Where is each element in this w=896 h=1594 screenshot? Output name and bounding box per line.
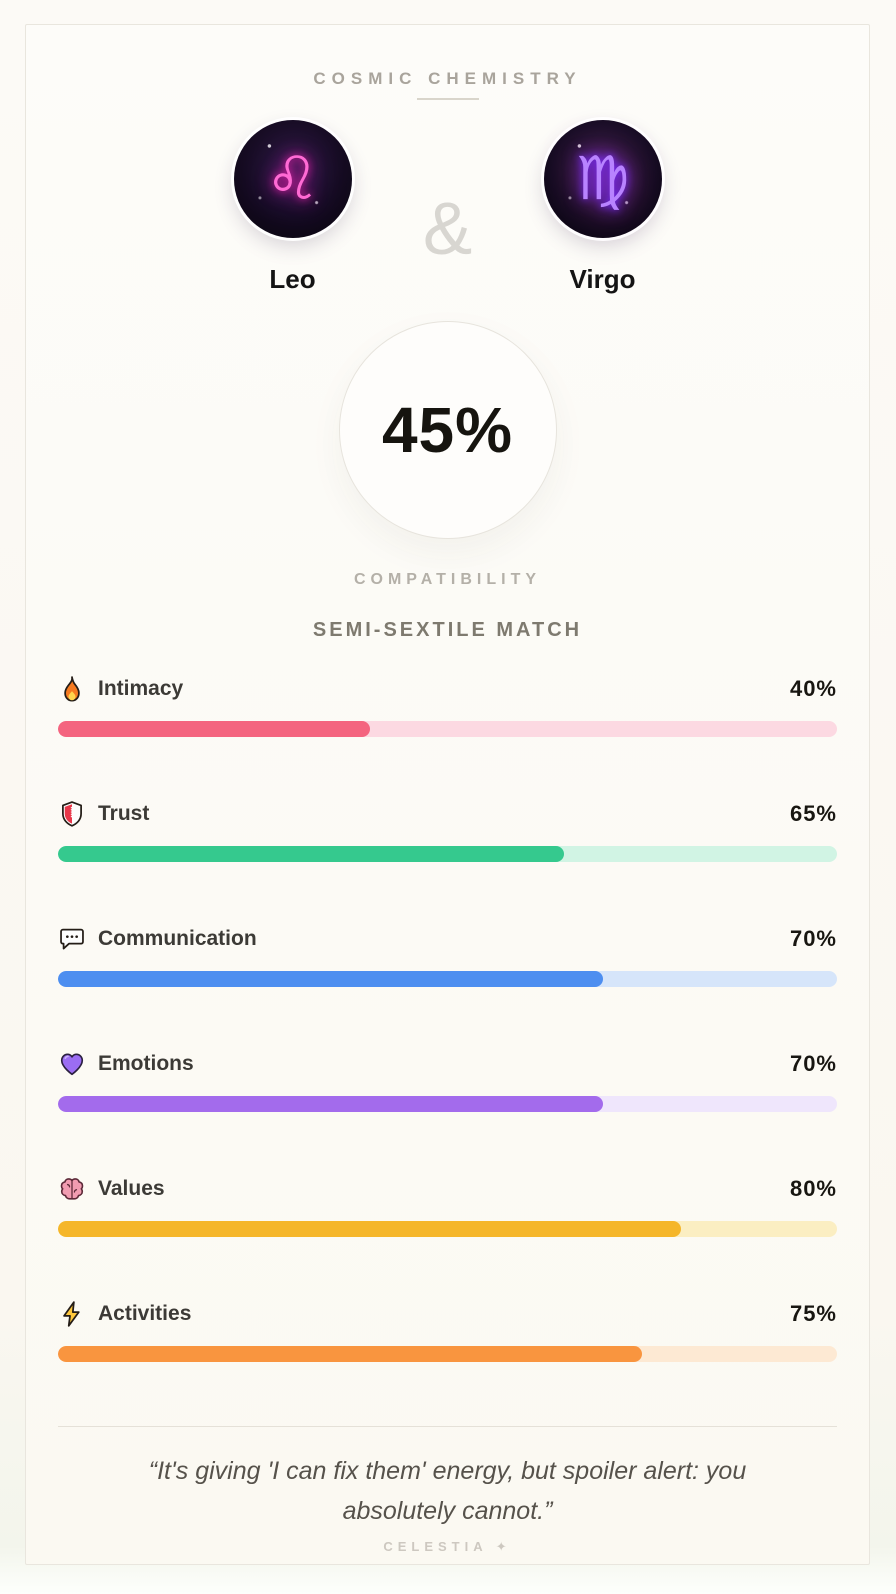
metric-progress-track xyxy=(58,846,837,862)
virgo-badge: ♍ xyxy=(543,120,662,238)
brand-footer: CELESTIA ✦ xyxy=(58,1539,837,1555)
metric-progress-track xyxy=(58,1346,837,1362)
metric-progress-track xyxy=(58,971,837,987)
metric-label: Communication xyxy=(98,927,257,950)
metric-progress-track xyxy=(58,1221,837,1237)
match-type: SEMI-SEXTILE MATCH xyxy=(312,619,583,641)
metric-row: Intimacy 40% xyxy=(58,674,837,737)
metric-progress-fill xyxy=(58,1221,682,1237)
sign-right-name: Virgo xyxy=(569,264,636,294)
sign-left: ♌ Leo xyxy=(218,120,368,295)
metric-label: Values xyxy=(98,1177,165,1200)
quote-text: “It's giving 'I can fix them' energy, bu… xyxy=(148,1457,747,1525)
divider xyxy=(58,1426,837,1427)
metric-row: Values 80% xyxy=(58,1174,837,1237)
title-underline xyxy=(416,98,479,100)
metric-row: Trust 65% xyxy=(58,799,837,862)
leo-badge: ♌ xyxy=(233,120,352,238)
metric-value: 65% xyxy=(789,801,837,826)
metric-progress-fill xyxy=(58,971,604,987)
metric-row: Emotions 70% xyxy=(58,1049,837,1112)
metric-value: 70% xyxy=(789,926,837,951)
metrics-list: Intimacy 40% Trust 65% Communication 70% xyxy=(58,674,837,1362)
compatibility-label: COMPATIBILITY xyxy=(353,571,542,588)
purple-heart-icon xyxy=(58,1050,86,1078)
metric-label: Intimacy xyxy=(98,677,184,700)
compatibility-score: 45% xyxy=(381,394,514,466)
metric-progress-fill xyxy=(58,1346,643,1362)
compatibility-card: COSMIC CHEMISTRY ♌ Leo & ♍ Virgo 45% COM… xyxy=(25,24,870,1565)
metric-value: 40% xyxy=(789,676,837,701)
compatibility-score-circle: 45% xyxy=(338,321,557,539)
metric-progress-track xyxy=(58,721,837,737)
metric-value: 80% xyxy=(789,1176,837,1201)
metric-row: Communication 70% xyxy=(58,924,837,987)
ampersand: & xyxy=(422,187,473,270)
metric-value: 75% xyxy=(789,1301,837,1326)
metric-progress-fill xyxy=(58,846,565,862)
sign-right: ♍ Virgo xyxy=(528,120,678,295)
sparkle-icon: ✦ xyxy=(495,1539,512,1554)
metric-label: Trust xyxy=(98,802,150,825)
metric-row: Activities 75% xyxy=(58,1299,837,1362)
shield-icon xyxy=(58,800,86,828)
zodiac-pair: ♌ Leo & ♍ Virgo xyxy=(58,120,837,295)
leo-sign-icon: ♌ xyxy=(265,144,320,214)
metric-value: 70% xyxy=(789,1051,837,1076)
virgo-sign-icon: ♍ xyxy=(575,144,630,214)
metric-progress-fill xyxy=(58,721,370,737)
metric-progress-track xyxy=(58,1096,837,1112)
metric-label: Emotions xyxy=(98,1052,194,1075)
fire-icon xyxy=(58,675,86,703)
brand-name: CELESTIA xyxy=(383,1539,488,1554)
sign-left-name: Leo xyxy=(269,264,316,294)
speech-balloon-icon xyxy=(58,925,86,953)
lightning-icon xyxy=(58,1300,86,1328)
brain-icon xyxy=(58,1175,86,1203)
metric-label: Activities xyxy=(98,1302,192,1325)
page-title: COSMIC CHEMISTRY xyxy=(313,69,582,88)
metric-progress-fill xyxy=(58,1096,604,1112)
